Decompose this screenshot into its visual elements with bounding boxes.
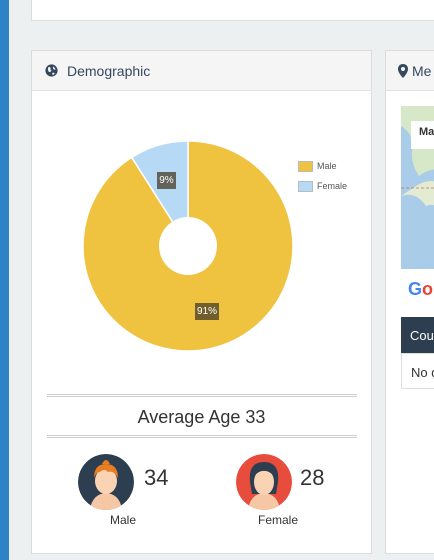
map-view[interactable]: Ma [401,106,434,269]
sidebar-edge [0,0,9,560]
globe-icon [45,64,58,77]
male-label: Male [110,513,137,527]
legend-label: Female [317,181,348,191]
legend-swatch [298,160,313,172]
demographic-panel-header: Demographic [32,51,371,91]
slice-label-female: 9% [157,172,176,190]
map-panel: Me Ma Go Cou No d [385,50,434,554]
legend-swatch [298,180,313,192]
map-label-box: Ma [411,121,434,149]
pie-chart [82,140,294,352]
legend-item-female: Female [298,176,347,196]
female-count: 28 [300,465,325,490]
divider [47,435,357,438]
male-count: 34 [144,465,169,490]
pie-slice-female [130,140,189,249]
demographic-title: Demographic [67,62,151,79]
demographic-chart: Male Female 91% 9% [32,92,371,392]
table-cell: No d [401,353,434,389]
google-logo: Go [408,279,434,299]
divider [47,394,357,397]
male-avatar [78,454,134,510]
average-age: Average Age 33 [137,407,266,427]
chart-legend: Male Female [298,156,347,196]
table-header: Cou [401,317,434,353]
female-label: Female [258,513,299,527]
demographic-panel: Demographic Male Female 91% 9% Average Age… [31,50,372,554]
map-panel-header: Me [386,51,434,91]
legend-item-male: Male [298,156,347,176]
slice-label-male: 91% [195,302,220,320]
donut-hole [159,217,217,275]
legend-label: Male [317,161,337,171]
top-panel [31,0,434,21]
map-marker-icon [398,63,408,78]
map-title: Me [412,62,432,79]
female-avatar [236,454,292,510]
